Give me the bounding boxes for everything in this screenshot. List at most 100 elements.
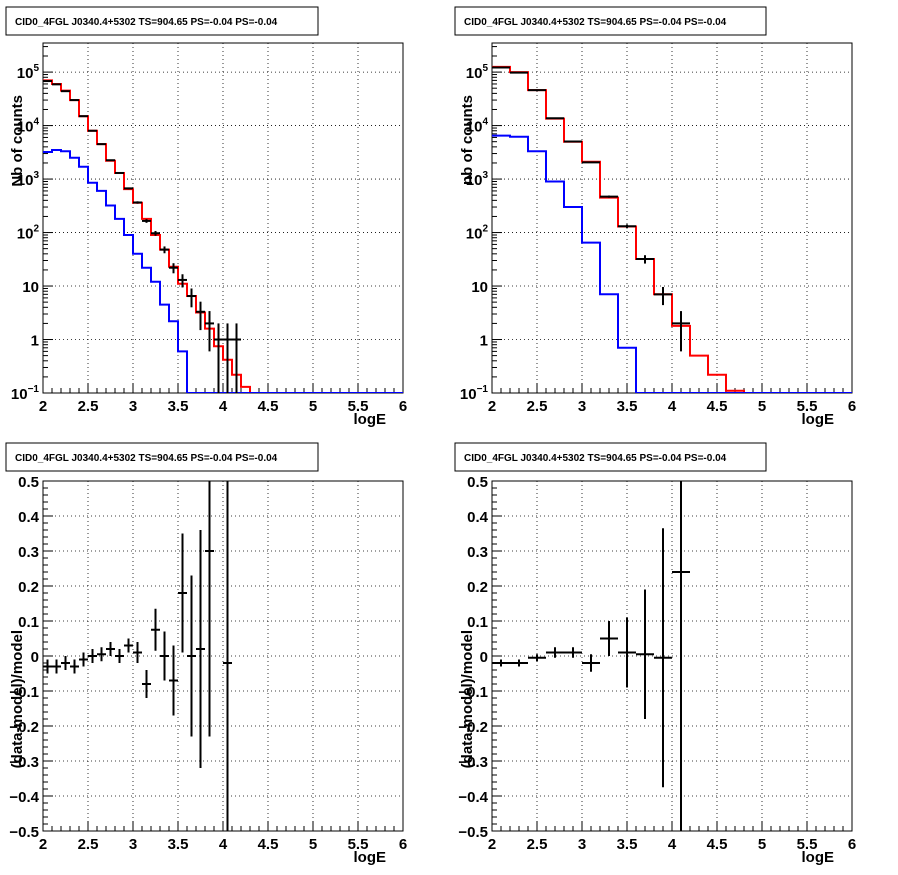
y-tick-base: 10	[466, 172, 483, 189]
y-tick-base: 10	[466, 119, 483, 136]
y-tick-label: −0.5	[458, 824, 488, 841]
y-tick-base: 10	[17, 226, 34, 243]
chart-title: CID0_4FGL J0340.4+5302 TS=904.65 PS=-0.0…	[15, 17, 278, 28]
y-tick-label: 102	[17, 224, 40, 243]
y-tick-label: 0.5	[18, 474, 39, 491]
data-point	[115, 171, 124, 174]
y-tick-label: 0.4	[18, 509, 40, 526]
y-tick-label: −0.3	[458, 754, 488, 771]
y-tick-label: 0.5	[467, 474, 488, 491]
data-point	[636, 255, 654, 264]
y-tick-label: 0	[31, 649, 39, 666]
grid	[43, 43, 403, 393]
x-tick-label: 5.5	[348, 836, 369, 853]
data-point	[43, 659, 52, 674]
data-point	[178, 274, 187, 288]
y-tick-label: 0.3	[18, 544, 39, 561]
y-tick-exponent: 5	[482, 63, 488, 74]
data-point	[178, 533, 187, 653]
data-point	[600, 621, 618, 656]
data-point	[160, 246, 169, 254]
data-point	[672, 311, 690, 352]
data-point	[124, 638, 133, 653]
x-tick-label: 3.5	[617, 398, 638, 415]
data-point	[196, 530, 205, 768]
data-point	[88, 129, 97, 132]
y-tick-label: 0.4	[467, 509, 489, 526]
y-tick-label: 10−1	[11, 384, 40, 403]
data-point	[618, 617, 636, 688]
data-point	[600, 195, 618, 198]
data-point	[79, 652, 88, 667]
y-tick-exponent: 4	[33, 117, 39, 128]
data-point	[582, 654, 600, 672]
data-point	[564, 647, 582, 658]
y-tick-base: 10	[17, 65, 34, 82]
x-tick-label: 6	[399, 398, 407, 415]
title-box	[454, 6, 767, 36]
x-tick-label: 2.5	[527, 836, 548, 853]
y-axis-ticks	[492, 46, 502, 394]
data-point	[124, 187, 133, 190]
data-point	[97, 143, 106, 146]
x-tick-label: 5	[758, 836, 766, 853]
title-box	[5, 442, 319, 472]
x-tick-label: 2.5	[527, 398, 548, 415]
y-tick-label: −0.4	[9, 789, 39, 806]
y-tick-base: 10	[460, 386, 477, 403]
y-tick-label: 10	[471, 279, 488, 296]
x-tick-label: 2.5	[78, 398, 99, 415]
y-tick-label: 0.2	[467, 579, 488, 596]
y-tick-label: −0.1	[9, 684, 39, 701]
y-axis-label: nb of counts	[459, 95, 476, 185]
y-axis-label: (data-model)/model	[459, 630, 476, 768]
x-tick-label: 4	[219, 398, 228, 415]
y-tick-label: 1	[31, 333, 39, 350]
x-axis-label: logE	[802, 849, 835, 866]
data-point	[70, 659, 79, 674]
y-axis-ticks	[43, 46, 53, 394]
data-point	[151, 608, 160, 651]
x-tick-label: 4	[668, 398, 677, 415]
title-box	[5, 6, 319, 36]
x-axis-label: logE	[802, 411, 835, 428]
y-tick-base: 10	[11, 386, 28, 403]
y-tick-base: 10	[22, 279, 39, 296]
y-tick-base: 1	[31, 333, 39, 350]
x-axis-ticks	[491, 383, 853, 393]
y-tick-label: 10	[22, 279, 39, 296]
y-tick-label: 0.3	[467, 544, 488, 561]
data-point	[169, 263, 178, 274]
y-tick-label: 0.1	[467, 614, 488, 631]
title-box	[454, 442, 767, 472]
y-tick-label: 104	[466, 117, 489, 136]
data-point	[187, 575, 196, 737]
grid	[492, 481, 852, 831]
x-axis-ticks	[42, 821, 404, 831]
y-tick-label: 0.2	[18, 579, 39, 596]
y-tick-label: 104	[17, 117, 40, 136]
x-axis-ticks	[491, 821, 853, 831]
x-tick-label: 3	[129, 398, 137, 415]
x-tick-label: 3.5	[168, 398, 189, 415]
x-tick-label: 2	[39, 398, 47, 415]
x-tick-label: 5	[758, 398, 766, 415]
x-tick-label: 2	[488, 836, 496, 853]
x-tick-label: 2.5	[78, 836, 99, 853]
y-axis-ticks	[492, 480, 502, 832]
x-axis-label: logE	[354, 411, 387, 428]
chart-panel-1: CID0_4FGL J0340.4+5302 TS=904.65 PS=-0.0…	[5, 6, 407, 428]
chart-panel-3: CID0_4FGL J0340.4+5302 TS=904.65 PS=-0.0…	[5, 442, 407, 866]
y-tick-label: −0.1	[458, 684, 488, 701]
data-point	[618, 224, 636, 229]
x-tick-label: 3.5	[168, 836, 189, 853]
y-tick-base: 10	[17, 172, 34, 189]
y-axis-label: (data-model)/model	[9, 630, 26, 768]
y-tick-label: −0.4	[458, 789, 488, 806]
data-point	[492, 659, 510, 667]
data-points	[492, 66, 690, 352]
x-axis-ticks	[42, 383, 404, 393]
grid	[492, 43, 852, 393]
data-point	[654, 528, 672, 788]
y-tick-label: 103	[466, 170, 489, 189]
